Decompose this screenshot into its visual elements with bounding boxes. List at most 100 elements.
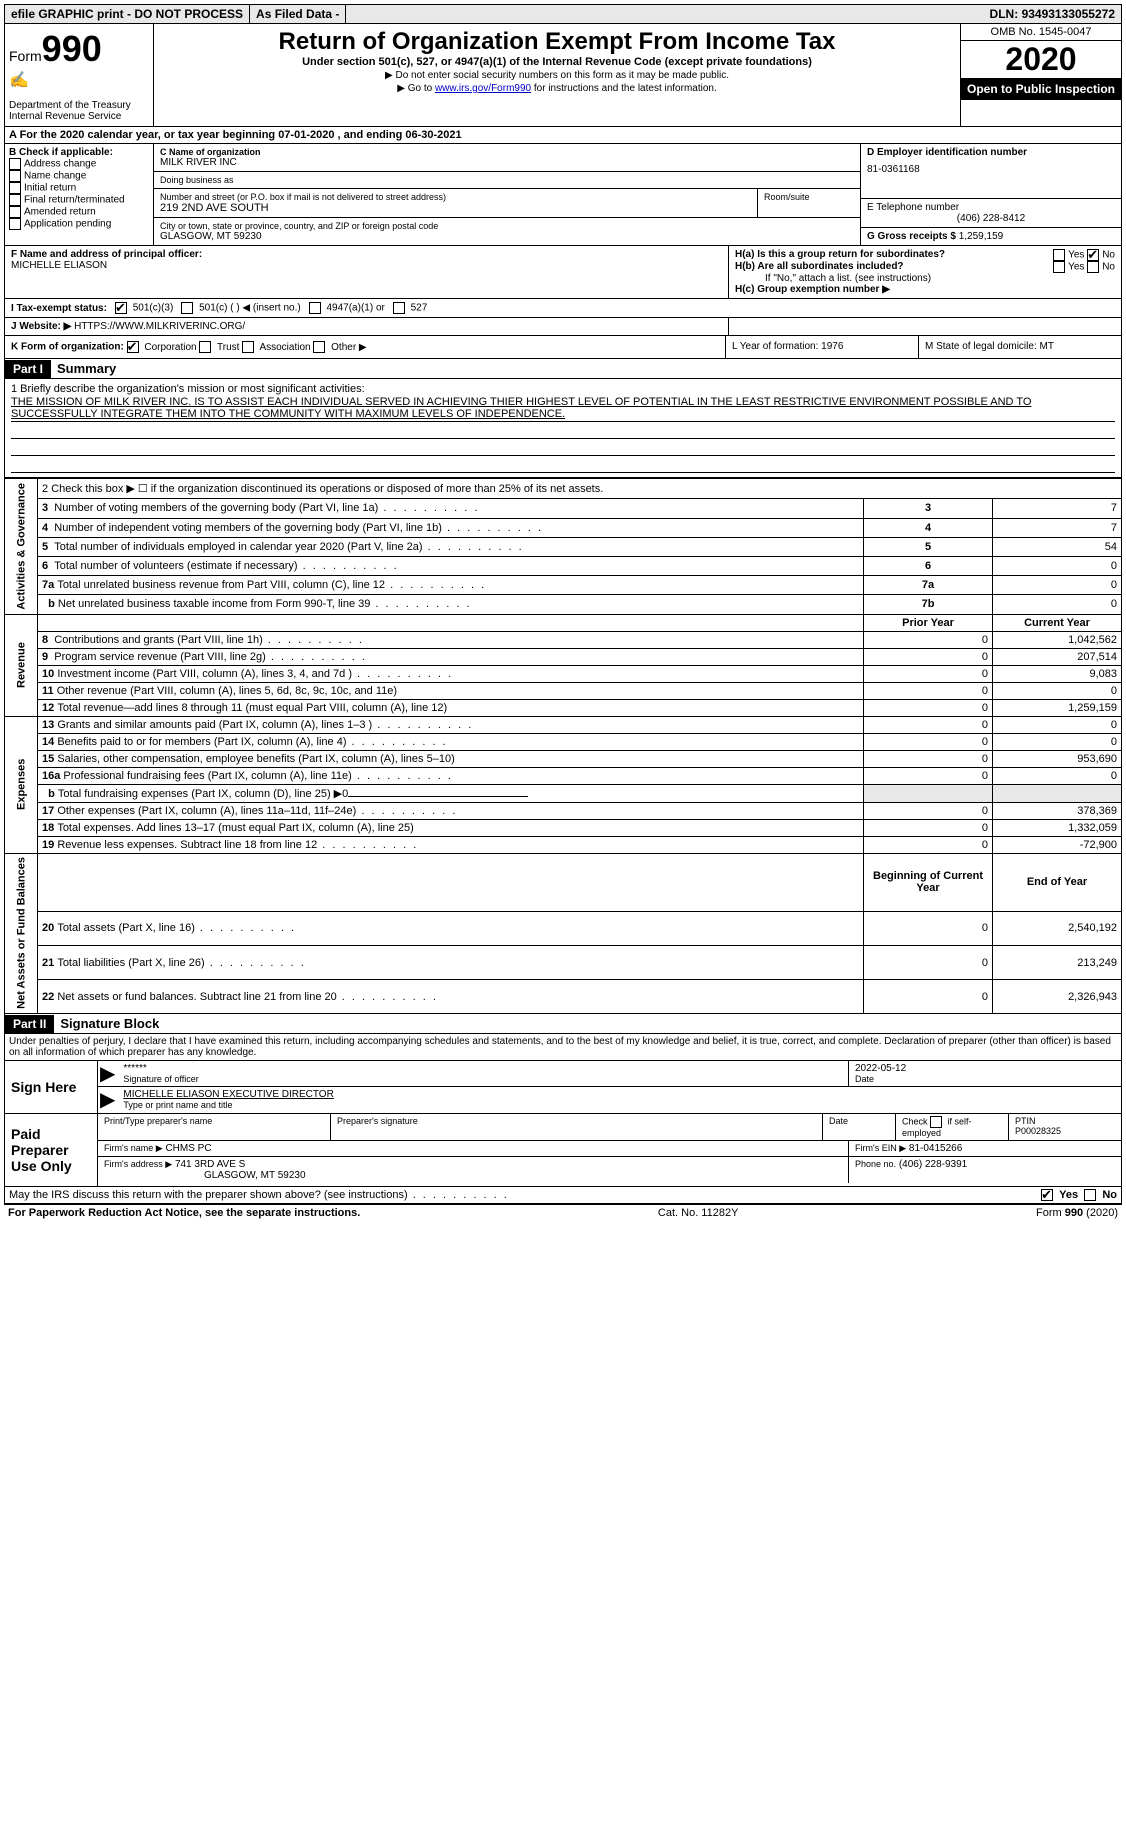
h-a-no[interactable] — [1087, 249, 1099, 261]
firm-phone: (406) 228-9391 — [899, 1159, 967, 1170]
h-a-boxes: Yes No — [1053, 249, 1115, 261]
prep-name-label: Print/Type preparer's name — [98, 1114, 331, 1140]
opt-501c3[interactable]: 501(c)(3) — [115, 302, 173, 314]
chk-address-change[interactable]: Address change — [9, 158, 149, 170]
line-10: 10 Investment income (Part VIII, column … — [5, 665, 1122, 682]
line-15: 15 Salaries, other compensation, employe… — [5, 750, 1122, 767]
dln-value: 93493133055272 — [1022, 7, 1115, 21]
firm-addr2: GLASGOW, MT 59230 — [104, 1170, 842, 1181]
website-value: HTTPS://WWW.MILKRIVERINC.ORG/ — [74, 321, 245, 332]
mission-block: 1 Briefly describe the organization's mi… — [4, 379, 1122, 478]
col-headers-py-cy: Revenue Prior Year Current Year — [5, 614, 1122, 631]
row-a-tax-year: A For the 2020 calendar year, or tax yea… — [4, 127, 1122, 144]
form-number: 990 — [42, 28, 102, 69]
line-11: 11 Other revenue (Part VIII, column (A),… — [5, 682, 1122, 699]
part2-label: Part II — [5, 1015, 54, 1033]
h-b-note: If "No," attach a list. (see instruction… — [735, 273, 1115, 284]
line-7b: b Net unrelated business taxable income … — [5, 595, 1122, 614]
chk-initial-return[interactable]: Initial return — [9, 182, 149, 194]
tax-year: 2020 — [961, 41, 1121, 78]
box-b: B Check if applicable: Address change Na… — [5, 144, 154, 245]
omb-number: OMB No. 1545-0047 — [961, 24, 1121, 41]
sign-here-block: Sign Here ▶ ****** Signature of officer … — [4, 1061, 1122, 1114]
line-14: 14 Benefits paid to or for members (Part… — [5, 733, 1122, 750]
firm-ein-label: Firm's EIN ▶ — [855, 1143, 906, 1153]
dln-label: DLN: — [990, 7, 1019, 21]
gross-receipts-label: G Gross receipts $ — [867, 231, 956, 242]
firm-addr-label: Firm's address ▶ — [104, 1159, 172, 1169]
dba-label: Doing business as — [160, 175, 854, 185]
opt-assoc[interactable]: Association — [242, 342, 310, 353]
header-left: Form990 ✍ Department of the Treasury Int… — [5, 24, 154, 126]
paid-preparer-block: Paid Preparer Use Only Print/Type prepar… — [4, 1114, 1122, 1187]
org-name-label: C Name of organization — [160, 147, 854, 157]
h-a-yes[interactable] — [1053, 249, 1065, 261]
row-k: K Form of organization: Corporation Trus… — [4, 336, 1122, 359]
box-e: E Telephone number (406) 228-8412 — [861, 199, 1121, 228]
as-filed: As Filed Data - — [250, 5, 346, 23]
line-8: 8 Contributions and grants (Part VIII, l… — [5, 631, 1122, 648]
ptin-cell: PTINP00028325 — [1009, 1114, 1121, 1140]
footer: For Paperwork Reduction Act Notice, see … — [4, 1204, 1122, 1221]
state-domicile: M State of legal domicile: MT — [919, 336, 1121, 358]
ein-value: 81-0361168 — [867, 164, 1115, 175]
opt-501c[interactable]: 501(c) ( ) ◀ (insert no.) — [181, 302, 300, 314]
dln: DLN: 93493133055272 — [984, 5, 1121, 23]
mission-prompt: 1 Briefly describe the organization's mi… — [11, 383, 1115, 395]
part1-label: Part I — [5, 360, 51, 378]
form-title: Return of Organization Exempt From Incom… — [162, 28, 952, 56]
box-c: C Name of organization MILK RIVER INC Do… — [154, 144, 860, 245]
h-b-no[interactable] — [1087, 261, 1099, 273]
mission-text: THE MISSION OF MILK RIVER INC. IS TO ASS… — [11, 395, 1115, 422]
h-a-label: H(a) Is this a group return for subordin… — [735, 249, 945, 260]
chk-self-employed[interactable] — [930, 1116, 942, 1128]
sig-stars: ****** — [123, 1063, 842, 1074]
dba-row: Doing business as — [154, 172, 860, 189]
side-expenses: Expenses — [5, 716, 38, 853]
may-irs-no[interactable] — [1084, 1189, 1096, 1201]
sig-officer-label: Signature of officer — [123, 1074, 842, 1084]
chk-final-return[interactable]: Final return/terminated — [9, 194, 149, 206]
form-header: Form990 ✍ Department of the Treasury Int… — [4, 24, 1122, 127]
opt-527[interactable]: 527 — [393, 302, 427, 314]
tax-exempt-label: I Tax-exempt status: — [11, 303, 107, 314]
line-19: 19 Revenue less expenses. Subtract line … — [5, 836, 1122, 853]
h-b-yes[interactable] — [1053, 261, 1065, 273]
sig-date: 2022-05-12 — [855, 1063, 1115, 1074]
note-goto: ▶ Go to www.irs.gov/Form990 for instruct… — [162, 83, 952, 94]
note-ssn: Do not enter social security numbers on … — [162, 70, 952, 81]
line-20: 20 Total assets (Part X, line 16)02,540,… — [5, 911, 1122, 945]
firm-name-label: Firm's name ▶ — [104, 1143, 163, 1153]
chk-application-pending[interactable]: Application pending — [9, 218, 149, 230]
prep-selfemp: Check if self-employed — [896, 1114, 1009, 1140]
goto-post: for instructions and the latest informat… — [531, 83, 717, 94]
opt-trust[interactable]: Trust — [199, 342, 239, 353]
perjury-text: Under penalties of perjury, I declare th… — [4, 1034, 1122, 1061]
line-16b: b Total fundraising expenses (Part IX, c… — [5, 784, 1122, 802]
line-12: 12 Total revenue—add lines 8 through 11 … — [5, 699, 1122, 716]
opt-corp[interactable]: Corporation — [127, 342, 197, 353]
box-g: G Gross receipts $ 1,259,159 — [861, 228, 1121, 245]
opt-4947[interactable]: 4947(a)(1) or — [309, 302, 385, 314]
footer-cat: Cat. No. 11282Y — [658, 1207, 739, 1219]
form-org-label: K Form of organization: — [11, 342, 124, 353]
chk-amended[interactable]: Amended return — [9, 206, 149, 218]
goto-pre: Go to — [408, 83, 435, 94]
prep-sig-label: Preparer's signature — [331, 1114, 823, 1140]
chk-name-change[interactable]: Name change — [9, 170, 149, 182]
side-revenue: Revenue — [5, 614, 38, 716]
line-3: 3 Number of voting members of the govern… — [5, 499, 1122, 518]
may-irs-yes[interactable] — [1041, 1189, 1053, 1201]
side-netassets: Net Assets or Fund Balances — [5, 853, 38, 1014]
form990-link[interactable]: www.irs.gov/Form990 — [435, 83, 531, 94]
officer-printed-name: MICHELLE ELIASON EXECUTIVE DIRECTOR — [123, 1089, 1115, 1100]
line-18: 18 Total expenses. Add lines 13–17 (must… — [5, 819, 1122, 836]
opt-other[interactable]: Other ▶ — [313, 342, 366, 353]
line-21: 21 Total liabilities (Part X, line 26)02… — [5, 946, 1122, 980]
irs-label: Internal Revenue Service — [9, 111, 149, 122]
line-13: Expenses 13 Grants and similar amounts p… — [5, 716, 1122, 733]
form-subtitle: Under section 501(c), 527, or 4947(a)(1)… — [162, 56, 952, 68]
part2-bar: Part II Signature Block — [4, 1014, 1122, 1034]
box-f: F Name and address of principal officer:… — [5, 246, 729, 298]
addr-label: Number and street (or P.O. box if mail i… — [160, 192, 751, 202]
